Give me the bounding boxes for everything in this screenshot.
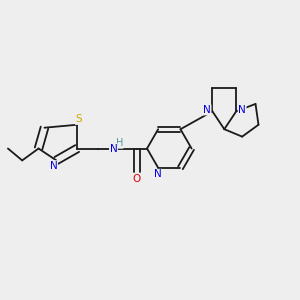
- Text: N: N: [238, 105, 246, 115]
- Text: N: N: [50, 161, 57, 171]
- Text: S: S: [75, 114, 82, 124]
- Text: N: N: [203, 105, 211, 115]
- Text: N: N: [110, 143, 117, 154]
- Text: H: H: [116, 138, 123, 148]
- Text: N: N: [154, 169, 161, 179]
- Text: O: O: [133, 174, 141, 184]
